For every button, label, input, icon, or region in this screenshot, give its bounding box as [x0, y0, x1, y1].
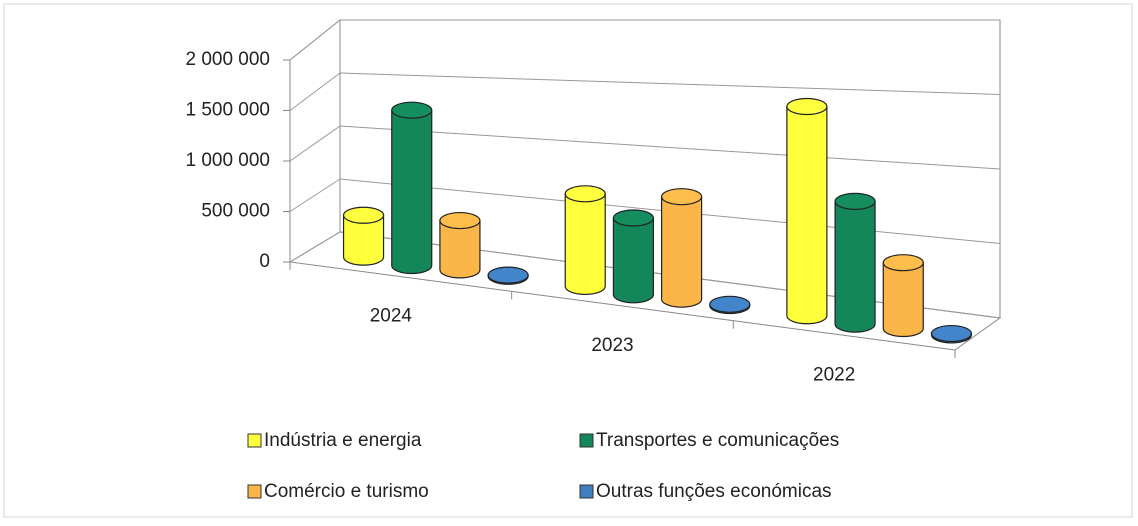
cylinder-top: [342, 206, 385, 224]
cylinder-top: [930, 324, 973, 343]
cylinder: [834, 200, 876, 333]
grid-line: [289, 125, 341, 162]
y-tick-label: 1 500 000: [185, 100, 270, 121]
cylinder-top: [882, 254, 924, 272]
legend-label: Outras funções económicas: [596, 481, 832, 502]
cylinder: [391, 109, 433, 275]
cylinder-top: [564, 185, 606, 203]
y-tick-label: 1 000 000: [185, 150, 270, 171]
cylinder-top: [660, 188, 703, 206]
grid-line: [289, 231, 341, 263]
grid-line: [339, 125, 1001, 170]
legend-swatch: [247, 433, 262, 448]
grid-line: [339, 72, 1001, 95]
legend-label: Comércio e turismo: [264, 481, 429, 502]
side-wall: [289, 18, 341, 263]
cylinder: [660, 196, 703, 308]
cylinder-top: [786, 97, 828, 116]
cylinder: [564, 193, 606, 296]
legend-label: Indústria e energia: [264, 430, 422, 451]
cylinder-top: [391, 101, 433, 119]
cylinder: [439, 219, 481, 279]
grid-line: [289, 72, 341, 111]
cylinder: [786, 105, 828, 325]
x-tick-label: 2022: [813, 364, 855, 385]
y-tick-label: 2 000 000: [185, 49, 270, 70]
x-tick-label: 2024: [370, 306, 413, 327]
grid-line: [289, 19, 341, 61]
cylinder: [342, 214, 385, 266]
legend-swatch: [579, 433, 594, 448]
cylinder-top: [834, 192, 876, 210]
grid-line: [289, 178, 341, 212]
cylinder: [882, 262, 924, 338]
legend-swatch: [579, 484, 594, 499]
cylinder-top: [709, 295, 751, 313]
y-tick-label: 500 000: [201, 201, 270, 222]
cylinder: [612, 217, 655, 304]
legend-label: Transportes e comunicações: [596, 430, 839, 451]
x-tick-label: 2023: [591, 335, 633, 356]
cylinder-top: [439, 211, 481, 230]
cylinder-top: [487, 266, 529, 284]
cylinder-top: [612, 209, 655, 227]
legend-swatch: [247, 484, 262, 499]
y-tick-label: 0: [259, 251, 270, 272]
